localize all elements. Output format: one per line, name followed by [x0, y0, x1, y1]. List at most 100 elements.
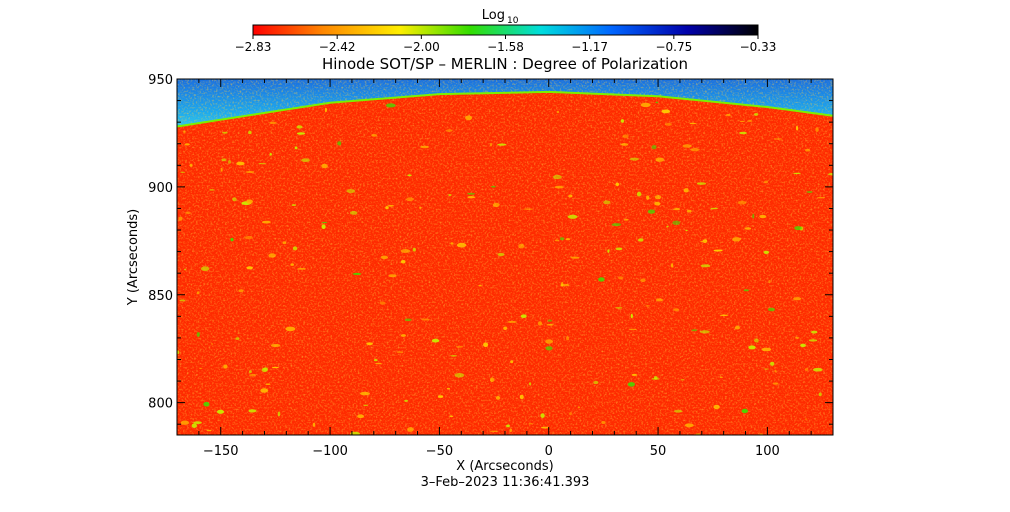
polarization-patch	[455, 345, 464, 348]
polarization-patch	[228, 160, 231, 164]
polarization-patch	[710, 207, 718, 210]
colorbar-tick-label: −1.17	[571, 40, 608, 54]
polarization-patch	[554, 239, 560, 242]
polarization-patch	[519, 394, 524, 400]
plot-area	[177, 79, 833, 435]
polarization-patch	[629, 157, 639, 161]
polarization-patch	[407, 427, 414, 432]
polarization-patch	[690, 148, 700, 152]
polarization-patch	[209, 189, 215, 191]
polarization-patch	[812, 367, 823, 372]
polarization-patch	[446, 387, 450, 390]
polarization-patch	[748, 345, 756, 350]
polarization-patch	[292, 246, 298, 251]
polarization-patch	[732, 237, 741, 242]
polarization-patch	[404, 318, 412, 322]
polarization-patch	[615, 247, 623, 251]
colorbar-tick-label: −2.42	[319, 40, 356, 54]
y-tick-label: 950	[148, 73, 173, 88]
timestamp-footer: 3–Feb–2023 11:36:41.393	[421, 475, 590, 490]
polarization-patch	[808, 339, 818, 342]
polarization-patch	[236, 161, 245, 166]
polarization-patch	[495, 396, 501, 400]
polarization-patch	[296, 125, 303, 129]
polarization-patch	[396, 351, 404, 354]
polarization-patch	[654, 201, 661, 206]
polarization-patch	[689, 122, 697, 125]
polarization-patch	[537, 321, 543, 326]
polarization-patch	[725, 113, 731, 117]
polarization-patch	[645, 305, 651, 307]
polarization-patch	[270, 343, 281, 348]
polarization-patch	[759, 214, 767, 219]
polarization-patch	[248, 409, 257, 413]
polarization-patch	[734, 325, 741, 330]
polarization-patch	[385, 206, 389, 210]
polarization-patch	[685, 229, 688, 231]
colorbar-label: Log	[482, 8, 505, 23]
polarization-patch	[655, 298, 664, 302]
polarization-patch	[211, 343, 214, 345]
polarization-patch	[366, 342, 373, 346]
polarization-patch	[655, 101, 659, 104]
polarization-patch	[400, 260, 406, 264]
polarization-patch	[196, 332, 200, 337]
polarization-patch	[301, 158, 310, 162]
polarization-patch	[246, 199, 253, 204]
polarization-patch	[545, 339, 554, 344]
colorbar-tick-label: −0.33	[740, 40, 777, 54]
polarization-patch	[337, 141, 342, 146]
polarization-patch	[203, 401, 210, 407]
polarization-patch	[285, 326, 296, 332]
polarization-patch	[180, 171, 186, 174]
polarization-patch	[388, 274, 397, 278]
polarization-patch	[545, 346, 553, 351]
polarization-patch	[773, 138, 783, 140]
polarization-patch	[816, 196, 826, 199]
polarization-patch	[541, 426, 550, 429]
polarization-patch	[603, 200, 611, 205]
polarization-patch	[761, 347, 772, 352]
polarization-patch	[680, 379, 685, 381]
polarization-patch	[673, 409, 683, 413]
polarization-patch	[713, 404, 720, 410]
polarization-patch	[655, 157, 664, 162]
polarization-patch	[618, 276, 624, 280]
polarization-patch	[352, 272, 362, 275]
polarization-patch	[651, 145, 657, 150]
polarization-patch	[291, 204, 297, 206]
polarization-patch	[483, 342, 489, 348]
polarization-patch	[628, 328, 638, 331]
x-tick-label: 50	[650, 444, 667, 459]
polarization-patch	[737, 200, 747, 205]
polarization-patch	[518, 243, 525, 249]
polarization-patch	[421, 318, 430, 321]
x-axis-label: X (Arcseconds)	[456, 459, 553, 474]
polarization-patch	[491, 185, 496, 188]
polarization-patch	[380, 255, 388, 260]
y-tick-label: 800	[148, 397, 173, 412]
polarization-patch	[631, 373, 638, 376]
polarization-patch	[177, 350, 180, 355]
polarization-patch	[569, 412, 572, 416]
polarization-patch	[375, 362, 382, 365]
polarization-patch	[321, 224, 326, 230]
polarization-patch	[796, 126, 799, 131]
polarization-patch	[719, 314, 729, 317]
polarization-patch	[360, 391, 370, 396]
polarization-patch	[454, 373, 465, 378]
polarization-patch	[268, 253, 276, 258]
polarization-patch	[700, 240, 708, 243]
polarization-patch	[719, 376, 723, 379]
polarization-patch	[185, 211, 191, 215]
polarization-patch	[559, 237, 565, 241]
polarization-patch	[793, 297, 802, 301]
polarization-patch	[206, 429, 212, 432]
x-tick-label: −100	[312, 444, 348, 459]
polarization-patch	[245, 171, 255, 173]
polarization-patch	[260, 388, 269, 393]
polarization-patch	[699, 330, 710, 334]
polarization-patch	[232, 197, 237, 202]
polarization-patch	[412, 247, 416, 252]
polarization-patch	[373, 359, 378, 362]
